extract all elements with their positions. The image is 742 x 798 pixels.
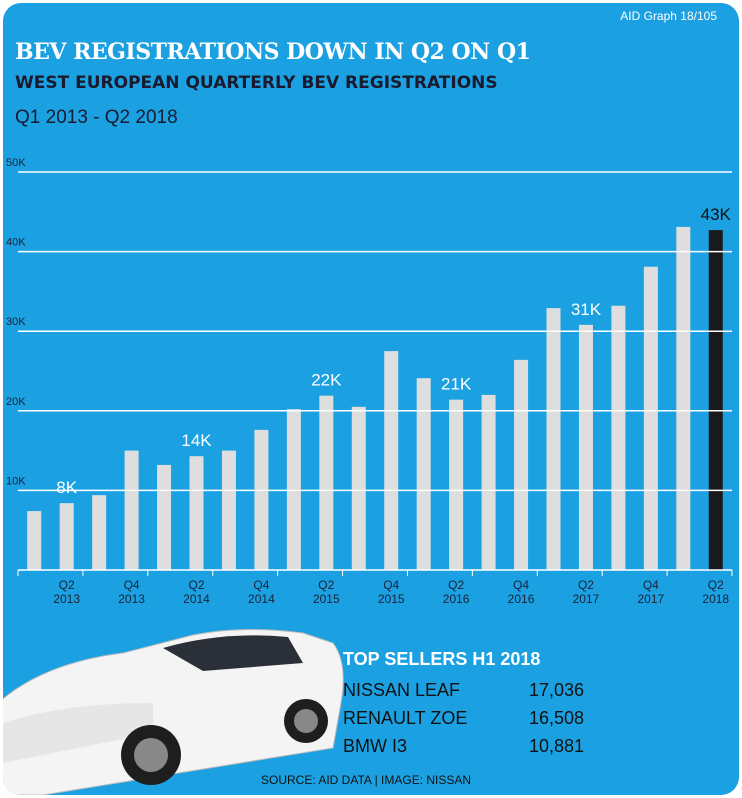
- x-tick-label: Q4 2013: [115, 578, 149, 606]
- y-tick-label: 10K: [6, 475, 26, 487]
- bar: [157, 465, 171, 570]
- bar: [482, 395, 496, 570]
- bar: [319, 396, 333, 570]
- bar: [384, 351, 398, 570]
- value-label: 22K: [311, 371, 342, 390]
- x-tick-label: Q2 2017: [569, 578, 603, 606]
- seller-model: RENAULT ZOE: [343, 708, 529, 729]
- bar: [254, 430, 268, 570]
- x-tick-label: Q2 2016: [439, 578, 473, 606]
- value-label: 31K: [571, 300, 602, 319]
- x-tick-label: Q2 2018: [699, 578, 733, 606]
- x-tick-label: Q2 2013: [50, 578, 84, 606]
- top-sellers-title: TOP SELLERS H1 2018: [343, 649, 584, 670]
- bar: [709, 230, 723, 570]
- y-tick-label: 50K: [6, 157, 26, 169]
- seller-model: NISSAN LEAF: [343, 680, 529, 701]
- x-tick-label: Q4 2015: [374, 578, 408, 606]
- bar: [287, 409, 301, 570]
- bar: [60, 503, 74, 570]
- page: AID Graph 18/105 BEV REGISTRATIONS DOWN …: [0, 0, 742, 798]
- bar: [92, 495, 106, 570]
- x-tick-label: Q4 2014: [244, 578, 278, 606]
- infographic: AID Graph 18/105 BEV REGISTRATIONS DOWN …: [3, 3, 739, 795]
- value-label: 21K: [441, 375, 472, 394]
- bar: [352, 407, 366, 570]
- bar: [579, 325, 593, 570]
- y-tick-label: 20K: [6, 396, 26, 408]
- value-label: 14K: [181, 431, 212, 450]
- bar: [547, 308, 561, 570]
- bar: [611, 306, 625, 570]
- x-tick-label: Q2 2014: [180, 578, 214, 606]
- bar: [676, 227, 690, 570]
- bar: [449, 400, 463, 570]
- value-label: 43K: [701, 205, 732, 224]
- bar: [125, 451, 139, 570]
- bar: [644, 267, 658, 570]
- bar: [27, 511, 41, 570]
- x-tick-label: Q4 2016: [504, 578, 538, 606]
- seller-model: BMW I3: [343, 736, 529, 757]
- seller-units: 17,036: [529, 680, 584, 701]
- bar: [514, 360, 528, 570]
- bar: [417, 378, 431, 570]
- seller-units: 10,881: [529, 736, 584, 757]
- footer: SOURCE: AID DATA | IMAGE: NISSAN: [261, 773, 471, 787]
- bar: [222, 451, 236, 570]
- y-tick-label: 40K: [6, 237, 26, 249]
- seller-units: 16,508: [529, 708, 584, 729]
- value-label: 8K: [56, 478, 77, 497]
- bar: [190, 456, 204, 570]
- x-tick-label: Q2 2015: [309, 578, 343, 606]
- x-tick-label: Q4 2017: [634, 578, 668, 606]
- car-image: [3, 629, 343, 795]
- y-tick-label: 30K: [6, 316, 26, 328]
